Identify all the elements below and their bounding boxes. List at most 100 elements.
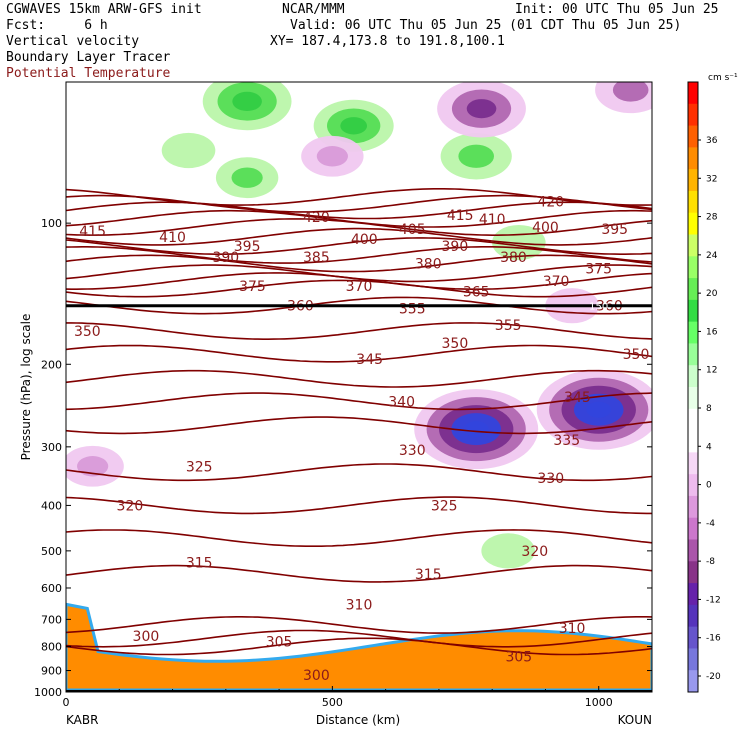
theta-label: 340	[388, 394, 415, 410]
colorbar-swatch	[688, 626, 698, 649]
theta-label: 310	[346, 597, 373, 613]
theta-contour	[66, 264, 652, 283]
colorbar-swatch	[688, 583, 698, 606]
colorbar-swatch	[688, 430, 698, 453]
colorbar-swatch	[688, 561, 698, 584]
w-feature	[77, 456, 109, 477]
theta-contour	[66, 529, 652, 547]
y-tick-label: 700	[41, 613, 62, 626]
boundary-layer-tracer	[66, 602, 652, 692]
colorbar-swatch	[688, 125, 698, 148]
theta-contour-labels: 300 300 305 305 310 310 315 315 320 320 325 325 330 3…	[66, 195, 652, 684]
theta-label: 400	[351, 232, 378, 248]
w-feature	[316, 146, 348, 167]
y-tick-label: 100	[41, 217, 62, 230]
colorbar-tick-label: 36	[706, 136, 718, 146]
colorbar-frame	[687, 81, 699, 693]
right-station-label: KOUN	[618, 713, 652, 727]
colorbar-tick-label: -20	[706, 672, 721, 682]
x-tick-label: 500	[322, 696, 343, 709]
y-tick-label: 900	[41, 665, 62, 678]
field-vertical-velocity: Vertical velocity	[6, 34, 140, 49]
colorbar-swatch	[688, 234, 698, 257]
theta-contour	[66, 188, 652, 206]
theta-label: 365	[463, 285, 490, 301]
w-feature	[340, 117, 368, 135]
theta-label: 320	[521, 544, 548, 560]
theta-label: 305	[505, 649, 532, 665]
theta-label: 330	[399, 443, 426, 459]
theta-contour	[66, 209, 652, 228]
theta-label: 350	[74, 324, 101, 340]
theta-contour	[66, 564, 652, 583]
theta-label: 315	[186, 556, 213, 572]
theta-contours	[66, 188, 652, 656]
w-feature	[463, 421, 489, 438]
w-feature	[232, 91, 262, 112]
w-feature	[612, 82, 649, 102]
theta-contour	[66, 227, 652, 246]
colorbar-swatch	[688, 604, 698, 628]
init-time: Init: 00 UTC Thu 05 Jun 25	[515, 2, 719, 17]
theta-label: 370	[346, 279, 373, 295]
theta-label: 345	[564, 390, 591, 406]
theta-label: 375	[585, 262, 612, 278]
theta-contour	[66, 416, 652, 435]
theta-label: 390	[212, 250, 239, 266]
colorbar-swatch	[688, 103, 698, 127]
colorbar-swatch	[688, 278, 698, 301]
w-feature	[466, 99, 497, 119]
colorbar-swatch	[688, 190, 698, 214]
y-tick-label: 1000	[34, 686, 62, 699]
colorbar-tick-label: -8	[706, 557, 715, 567]
colorbar-swatch	[688, 408, 698, 432]
theta-label: 355	[495, 318, 522, 334]
theta-label: 380	[415, 257, 442, 273]
theta-contour	[66, 237, 652, 255]
theta-label: 390	[442, 239, 469, 255]
plot-frame	[65, 81, 653, 693]
colorbar-swatch	[688, 517, 698, 540]
theta-label: 410	[159, 230, 186, 246]
cross-section-endpoints: XY= 187.4,173.8 to 191.8,100.1	[270, 34, 505, 49]
colorbar-unit: cm s⁻¹	[708, 73, 738, 83]
colorbar-swatch	[688, 474, 698, 497]
y-tick-label: 800	[41, 641, 62, 654]
theta-label: 330	[537, 471, 564, 487]
w-feature	[586, 401, 612, 418]
tropopause-label: 150	[589, 302, 608, 313]
colorbar-swatch	[688, 169, 698, 192]
theta-label: 355	[399, 301, 426, 317]
theta-label: 395	[234, 239, 261, 255]
y-tick-label: 500	[41, 545, 62, 558]
y-tick-label: 200	[41, 358, 62, 371]
theta-label: 305	[266, 634, 293, 650]
colorbar-tick-label: 20	[706, 289, 718, 299]
theta-label: 325	[431, 498, 458, 514]
colorbar-swatch	[688, 387, 698, 410]
field-boundary-layer-tracer: Boundary Layer Tracer	[6, 50, 171, 65]
left-station-label: KABR	[66, 713, 98, 727]
y-tick-label: 300	[41, 441, 62, 454]
theta-label: 315	[415, 567, 442, 583]
colorbar-tick-label: 8	[706, 404, 712, 414]
boundary-layer-edge	[66, 602, 652, 692]
colorbar-tick-label: -16	[706, 634, 721, 644]
colorbar-tick-label: -12	[706, 595, 721, 605]
theta-label: 405	[399, 222, 426, 238]
theta-contour	[66, 392, 652, 411]
valid-time: Valid: 06 UTC Thu 05 Jun 25 (01 CDT Thu …	[290, 18, 682, 33]
theta-contour	[66, 344, 652, 363]
theta-label: 385	[303, 250, 330, 266]
colorbar-swatch	[688, 343, 698, 366]
colorbar-tick-label: 4	[706, 442, 712, 452]
theta-label: 415	[447, 208, 474, 224]
colorbar-swatch	[688, 495, 698, 519]
colorbar-swatch	[688, 82, 698, 105]
colorbar-tick-label: 32	[706, 174, 717, 184]
colorbar-swatch	[688, 648, 698, 671]
y-tick-label: 400	[41, 499, 62, 512]
theta-contour	[66, 637, 652, 656]
x-tick-label: 1000	[585, 696, 613, 709]
theta-label: 300	[303, 668, 330, 684]
